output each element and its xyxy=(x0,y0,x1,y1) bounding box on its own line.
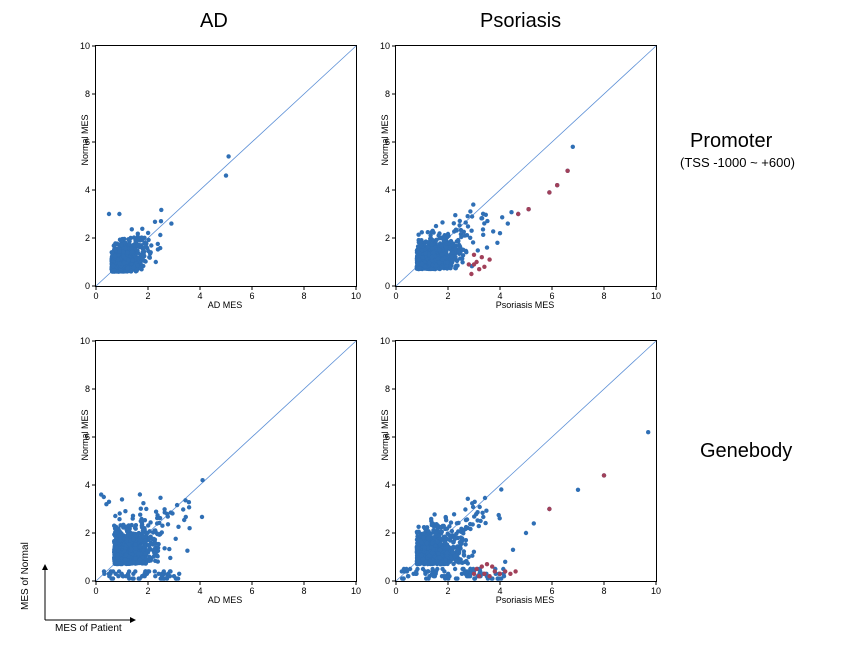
col-header-psoriasis: Psoriasis xyxy=(480,10,561,33)
svg-text:2: 2 xyxy=(85,233,90,243)
svg-text:2: 2 xyxy=(85,528,90,538)
row-label-genebody: Genebody xyxy=(700,440,792,463)
ylabel-ad-promoter: Normal MES xyxy=(80,90,90,190)
col-header-ad: AD xyxy=(200,10,228,33)
ylabel-ps-promoter: Normal MES xyxy=(380,90,390,190)
svg-text:10: 10 xyxy=(380,336,390,346)
ylabel-ps-genebody: Normal MES xyxy=(380,385,390,485)
panel-ad-promoter: 02468100246810 xyxy=(95,45,357,287)
scatter-plot: 02468100246810 xyxy=(96,341,356,581)
svg-text:0: 0 xyxy=(385,576,390,586)
svg-text:10: 10 xyxy=(80,41,90,51)
axis-legend-ylabel: MES of Normal xyxy=(20,542,31,610)
scatter-plot: 02468100246810 xyxy=(96,46,356,286)
scatter-plot: 02468100246810 xyxy=(396,341,656,581)
panel-ps-promoter: 02468100246810 xyxy=(395,45,657,287)
axis-legend-xlabel: MES of Patient xyxy=(55,623,122,634)
ylabel-ad-genebody: Normal MES xyxy=(80,385,90,485)
row-label-promoter: Promoter xyxy=(690,130,772,153)
panel-ps-genebody: 02468100246810 xyxy=(395,340,657,582)
svg-text:10: 10 xyxy=(80,336,90,346)
scatter-plot: 02468100246810 xyxy=(396,46,656,286)
axis-legend: MES of Normal MES of Patient xyxy=(20,560,150,640)
xlabel-ps-genebody: Psoriasis MES xyxy=(395,595,655,605)
xlabel-ad-promoter: AD MES xyxy=(95,300,355,310)
svg-text:2: 2 xyxy=(385,233,390,243)
panel-ad-genebody: 02468100246810 xyxy=(95,340,357,582)
svg-text:10: 10 xyxy=(380,41,390,51)
row-sublabel-promoter: (TSS -1000 ~ +600) xyxy=(680,155,795,170)
svg-text:2: 2 xyxy=(385,528,390,538)
figure-container: AD Psoriasis Promoter (TSS -1000 ~ +600)… xyxy=(0,0,848,652)
xlabel-ps-promoter: Psoriasis MES xyxy=(395,300,655,310)
svg-text:0: 0 xyxy=(85,281,90,291)
svg-text:0: 0 xyxy=(385,281,390,291)
